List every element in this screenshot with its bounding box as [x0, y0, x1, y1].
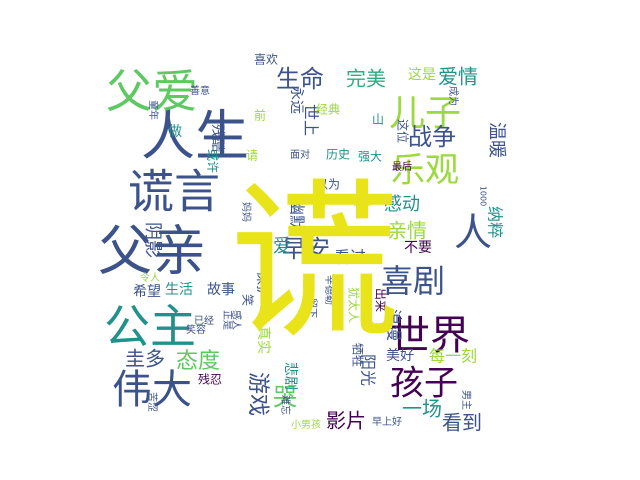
cloud-word: 早安 — [282, 235, 330, 263]
cloud-word: 保护 — [254, 271, 270, 299]
cloud-word: 感动 — [384, 194, 420, 215]
cloud-word: 美好 — [386, 348, 414, 364]
cloud-word: 永远 — [288, 86, 304, 114]
cloud-word: 父爱 — [106, 65, 198, 119]
cloud-word: 留下 — [306, 298, 319, 318]
cloud-word: 故事 — [207, 282, 235, 298]
cloud-word: 已经 — [194, 314, 214, 327]
cloud-word: 谎言 — [128, 165, 220, 219]
cloud-word: 1000 — [479, 186, 488, 206]
cloud-word: 态度 — [176, 349, 220, 374]
cloud-word: 山 — [372, 113, 384, 127]
cloud-word: 难忘 — [279, 395, 292, 415]
cloud-word: 真实 — [255, 326, 271, 354]
cloud-word: 残忍 — [198, 373, 222, 387]
cloud-word: 以为 — [316, 178, 340, 192]
cloud-word: 世界 — [390, 313, 470, 359]
cloud-word: 游戏 — [245, 372, 270, 416]
cloud-word: 人 — [454, 211, 492, 255]
cloud-word: 善意 — [190, 84, 210, 97]
cloud-background — [128, 48, 512, 432]
cloud-word: 感人 — [230, 310, 243, 330]
cloud-word: 谎 — [230, 164, 400, 362]
cloud-word: 人生 — [141, 105, 249, 168]
cloud-word: 儿子 — [389, 93, 461, 134]
cloud-word: 最后 — [392, 161, 412, 173]
cloud-word: 或许 — [206, 149, 220, 173]
cloud-word: 圭多 — [125, 347, 165, 371]
cloud-word: 想要 — [370, 193, 390, 206]
cloud-word: 犹太人 — [347, 287, 362, 323]
cloud-word: 喜剧 — [381, 262, 445, 300]
cloud-word: 阴影 — [142, 222, 163, 258]
cloud-word: 影片 — [326, 409, 366, 433]
cloud-word: 浪漫 — [385, 309, 404, 341]
cloud-word: 请 — [246, 149, 258, 163]
cloud-word: 纳粹 — [486, 206, 505, 238]
cloud-word: 这位 — [396, 119, 411, 143]
cloud-word: 笑 — [241, 294, 256, 306]
cloud-word: 看到 — [442, 411, 482, 435]
cloud-word: 苦涩 — [146, 392, 159, 412]
cloud-word: 出来 — [374, 288, 388, 312]
cloud-word: 伟大 — [112, 367, 192, 413]
cloud-word: 希望 — [133, 284, 161, 300]
cloud-word: 妈妈 — [240, 202, 253, 222]
cloud-word: 世上 — [302, 104, 321, 136]
cloud-word: 笑容 — [186, 323, 206, 336]
cloud-word: 亲情 — [387, 219, 427, 243]
cloud-word: 历史 — [326, 148, 350, 162]
cloud-word: 公主 — [104, 300, 196, 354]
cloud-word: 令人 — [140, 271, 160, 284]
cloud-word: 战争 — [408, 123, 456, 151]
cloud-word: 幽默 — [288, 199, 307, 231]
cloud-word: 辛德勒 — [323, 275, 336, 305]
cloud-word: 悲剧 — [282, 362, 299, 390]
cloud-word: 牺牲 — [351, 343, 365, 367]
cloud-word: 小男孩 — [291, 418, 321, 431]
cloud-word: 一场 — [402, 397, 442, 421]
cloud-word: 经典 — [316, 103, 340, 117]
cloud-word: 爱情 — [438, 65, 478, 89]
cloud-word: 爱 — [273, 236, 291, 257]
cloud-word: 残酷 — [209, 124, 225, 152]
cloud-word: 男主 — [460, 390, 472, 410]
cloud-word: 孩子 — [390, 364, 458, 404]
cloud-word: 喜欢 — [254, 52, 278, 67]
cloud-word: 完美 — [346, 67, 386, 91]
cloud-word: 哭 — [273, 383, 297, 411]
cloud-word: 前 — [254, 108, 266, 123]
cloud-word: 看过 — [334, 248, 366, 267]
cloud-word: 乐观 — [391, 151, 459, 191]
cloud-word: 强大 — [358, 150, 382, 164]
cloud-word: 父亲 — [98, 220, 206, 283]
cloud-word: 这是 — [408, 66, 436, 83]
cloud-word: 生命 — [276, 65, 324, 93]
cloud-word: 智慧 — [352, 195, 372, 208]
cloud-word: 温暖 — [486, 122, 507, 158]
cloud-word: 早上好 — [372, 416, 402, 428]
cloud-word: 童年 — [147, 100, 160, 120]
cloud-word: 不要 — [404, 240, 432, 256]
cloud-word: 做 — [168, 124, 182, 140]
cloud-word: 成为 — [447, 86, 459, 106]
cloud-word: 生活 — [165, 282, 193, 298]
cloud-word: 面对 — [290, 148, 310, 161]
cloud-word: 阳光 — [359, 354, 378, 386]
cloud-word: 每一刻 — [429, 347, 477, 366]
cloud-word: 正是 — [221, 310, 233, 330]
